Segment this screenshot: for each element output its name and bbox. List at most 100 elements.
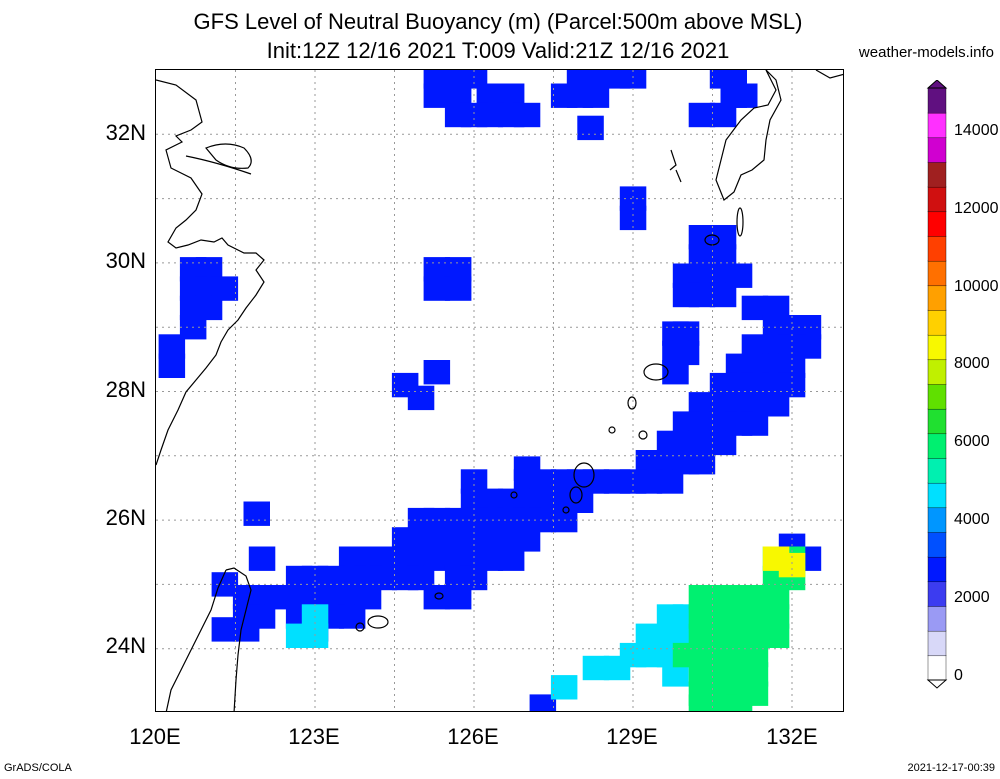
- colorbar-segment: [927, 161, 947, 188]
- lnb-cell-blue: [338, 604, 366, 629]
- colorbar-segment: [927, 581, 947, 607]
- lnb-cell-blue: [407, 385, 435, 411]
- colorbar-label-4000: 4000: [954, 511, 990, 528]
- colorbar: [926, 80, 948, 689]
- colorbar-segment: [927, 433, 947, 459]
- lat-lon-grid: [156, 70, 843, 711]
- lnb-cell-blue: [688, 450, 716, 475]
- lat-label-28n: 28N: [105, 377, 146, 402]
- colorbar-segment: [927, 359, 947, 385]
- colorbar-segment: [927, 235, 947, 262]
- river-line: [185, 155, 252, 175]
- lnb-cell-blue: [423, 360, 451, 385]
- lon-label-126e: 126E: [447, 724, 499, 749]
- lnb-cell-blue: [444, 276, 472, 301]
- china-coast: [156, 79, 265, 466]
- lat-label-24n: 24N: [105, 633, 146, 658]
- island: [608, 426, 616, 434]
- islet: [669, 149, 682, 183]
- colorbar-label-10000: 10000: [954, 278, 999, 295]
- lnb-cell-blue: [662, 360, 689, 385]
- lat-label-30n: 30N: [105, 248, 146, 273]
- island: [627, 396, 637, 410]
- colorbar-segment: [927, 408, 947, 435]
- island: [562, 506, 570, 514]
- colorbar-segment: [927, 211, 947, 237]
- island: [569, 486, 583, 504]
- japan-coast-north: [815, 70, 843, 79]
- kyushu-coast: [715, 70, 782, 201]
- lnb-cell-blue: [243, 501, 270, 526]
- island: [355, 622, 365, 632]
- taiwan-coast: [165, 567, 252, 711]
- island: [510, 491, 518, 499]
- footer-timestamp: 2021-12-17-00:39: [907, 762, 995, 774]
- lnb-cell-blue: [619, 70, 647, 89]
- lnb-cell-blue: [497, 546, 525, 571]
- colorbar-segment: [927, 334, 947, 361]
- lat-label-26n: 26N: [105, 505, 146, 530]
- island: [736, 207, 744, 237]
- colorbar-label-2000: 2000: [954, 589, 990, 606]
- colorbar-label-14000: 14000: [954, 122, 999, 139]
- colorbar-segment: [927, 605, 947, 632]
- colorbar-segment: [927, 186, 947, 213]
- colorbar-segment: [927, 655, 947, 681]
- colorbar-segment: [927, 482, 947, 509]
- colorbar-label-6000: 6000: [954, 433, 990, 450]
- lnb-cell-blue: [529, 694, 557, 711]
- map-canvas: [156, 70, 843, 711]
- colorbar-top-arrow: [926, 80, 948, 89]
- colorbar-segment: [927, 630, 947, 657]
- colorbar-segment: [927, 507, 947, 533]
- lnb-cell-green: [762, 623, 790, 648]
- credit-label: weather-models.info: [858, 44, 994, 61]
- colorbar-segment: [927, 137, 947, 163]
- colorbar-label-8000: 8000: [954, 355, 990, 372]
- lnb-cell-blue: [158, 353, 186, 378]
- lnb-cell-blue: [709, 282, 737, 308]
- lnb-cell-cyan: [550, 675, 578, 700]
- colorbar-segment: [927, 285, 947, 311]
- island: [434, 592, 444, 600]
- lnb-cell-green: [725, 694, 753, 711]
- lnb-cell-blue: [248, 546, 276, 571]
- colorbar-segment: [927, 457, 947, 484]
- island: [367, 615, 389, 629]
- colorbar-segment: [927, 383, 947, 410]
- lon-label-129e: 129E: [606, 724, 658, 749]
- island: [704, 234, 720, 246]
- lat-label-32n: 32N: [105, 120, 146, 145]
- map-title: GFS Level of Neutral Buoyancy (m) (Parce…: [193, 9, 803, 34]
- colorbar-segment: [927, 531, 947, 558]
- map-subtitle: Init:12Z 12/16 2021 T:009 Valid:21Z 12/1…: [266, 38, 730, 63]
- colorbar-segment: [927, 556, 947, 583]
- coastlines: [156, 70, 843, 711]
- river-inlet: [205, 143, 252, 169]
- colorbar-label-0: 0: [954, 667, 963, 684]
- lnb-cell-blue: [513, 102, 541, 128]
- colorbar-segment: [927, 112, 947, 139]
- lon-label-132e: 132E: [766, 724, 818, 749]
- lnb-cell-blue: [741, 411, 769, 436]
- colorbar-segment: [927, 260, 947, 287]
- lnb-cell-blue: [232, 617, 260, 642]
- map-plot-area: [155, 69, 844, 712]
- lnb-cell-blue: [603, 469, 631, 494]
- colorbar-segment: [927, 309, 947, 336]
- island: [638, 430, 648, 440]
- lnb-cell-blue: [656, 469, 684, 494]
- lnb-cell-blue: [577, 115, 604, 141]
- colorbar-segment: [927, 87, 947, 114]
- lon-label-120e: 120E: [129, 724, 181, 749]
- lnb-cell-blue: [444, 585, 472, 610]
- lnb-cell-blue: [709, 102, 737, 128]
- lnb-cell-blue: [582, 83, 610, 108]
- colorbar-label-12000: 12000: [954, 200, 999, 217]
- lon-label-123e: 123E: [288, 724, 340, 749]
- island: [573, 462, 595, 488]
- island: [643, 363, 669, 381]
- lnb-cell-blue: [513, 456, 541, 481]
- lnb-cell-green: [688, 694, 716, 711]
- footer-software: GrADS/COLA: [4, 762, 72, 774]
